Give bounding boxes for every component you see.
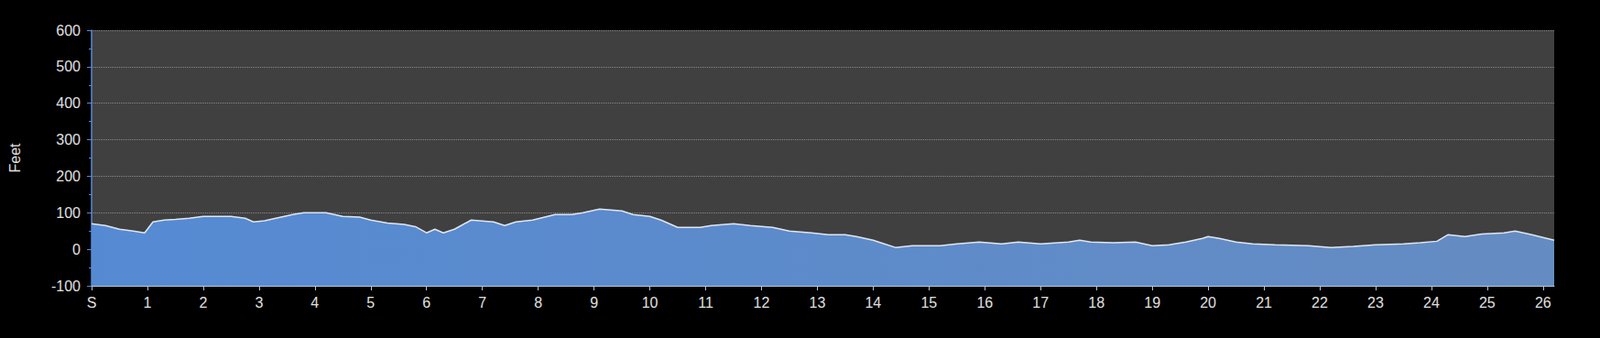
svg-text:24: 24 bbox=[1423, 294, 1440, 311]
svg-text:18: 18 bbox=[1088, 294, 1105, 311]
svg-text:16: 16 bbox=[976, 294, 993, 311]
svg-text:500: 500 bbox=[55, 58, 81, 75]
svg-text:21: 21 bbox=[1255, 294, 1273, 311]
svg-text:10: 10 bbox=[642, 294, 659, 311]
svg-text:17: 17 bbox=[1032, 294, 1049, 311]
svg-text:8: 8 bbox=[533, 294, 543, 311]
svg-text:7: 7 bbox=[478, 294, 487, 311]
svg-text:5: 5 bbox=[366, 294, 375, 311]
svg-text:15: 15 bbox=[920, 294, 937, 311]
svg-text:Feet: Feet bbox=[7, 142, 23, 174]
svg-text:26: 26 bbox=[1534, 294, 1552, 311]
svg-text:600: 600 bbox=[55, 22, 81, 39]
svg-text:2: 2 bbox=[198, 294, 207, 311]
svg-text:S: S bbox=[87, 294, 98, 311]
svg-text:6: 6 bbox=[422, 294, 431, 311]
svg-text:4: 4 bbox=[310, 294, 319, 311]
svg-text:200: 200 bbox=[55, 168, 81, 185]
svg-text:13: 13 bbox=[809, 294, 827, 311]
svg-text:0: 0 bbox=[72, 241, 81, 258]
svg-text:25: 25 bbox=[1479, 294, 1496, 311]
svg-text:100: 100 bbox=[55, 205, 81, 221]
svg-text:22: 22 bbox=[1311, 294, 1328, 311]
svg-text:14: 14 bbox=[864, 294, 882, 311]
svg-text:300: 300 bbox=[55, 131, 81, 148]
svg-text:9: 9 bbox=[589, 294, 599, 311]
svg-text:400: 400 bbox=[55, 95, 81, 111]
svg-text:11: 11 bbox=[697, 294, 714, 311]
svg-text:23: 23 bbox=[1367, 294, 1384, 311]
svg-text:3: 3 bbox=[254, 294, 263, 311]
svg-text:19: 19 bbox=[1143, 294, 1161, 311]
svg-text:12: 12 bbox=[753, 294, 771, 311]
svg-text:20: 20 bbox=[1199, 294, 1217, 311]
svg-text:-100: -100 bbox=[51, 278, 81, 294]
svg-text:1: 1 bbox=[143, 294, 153, 311]
